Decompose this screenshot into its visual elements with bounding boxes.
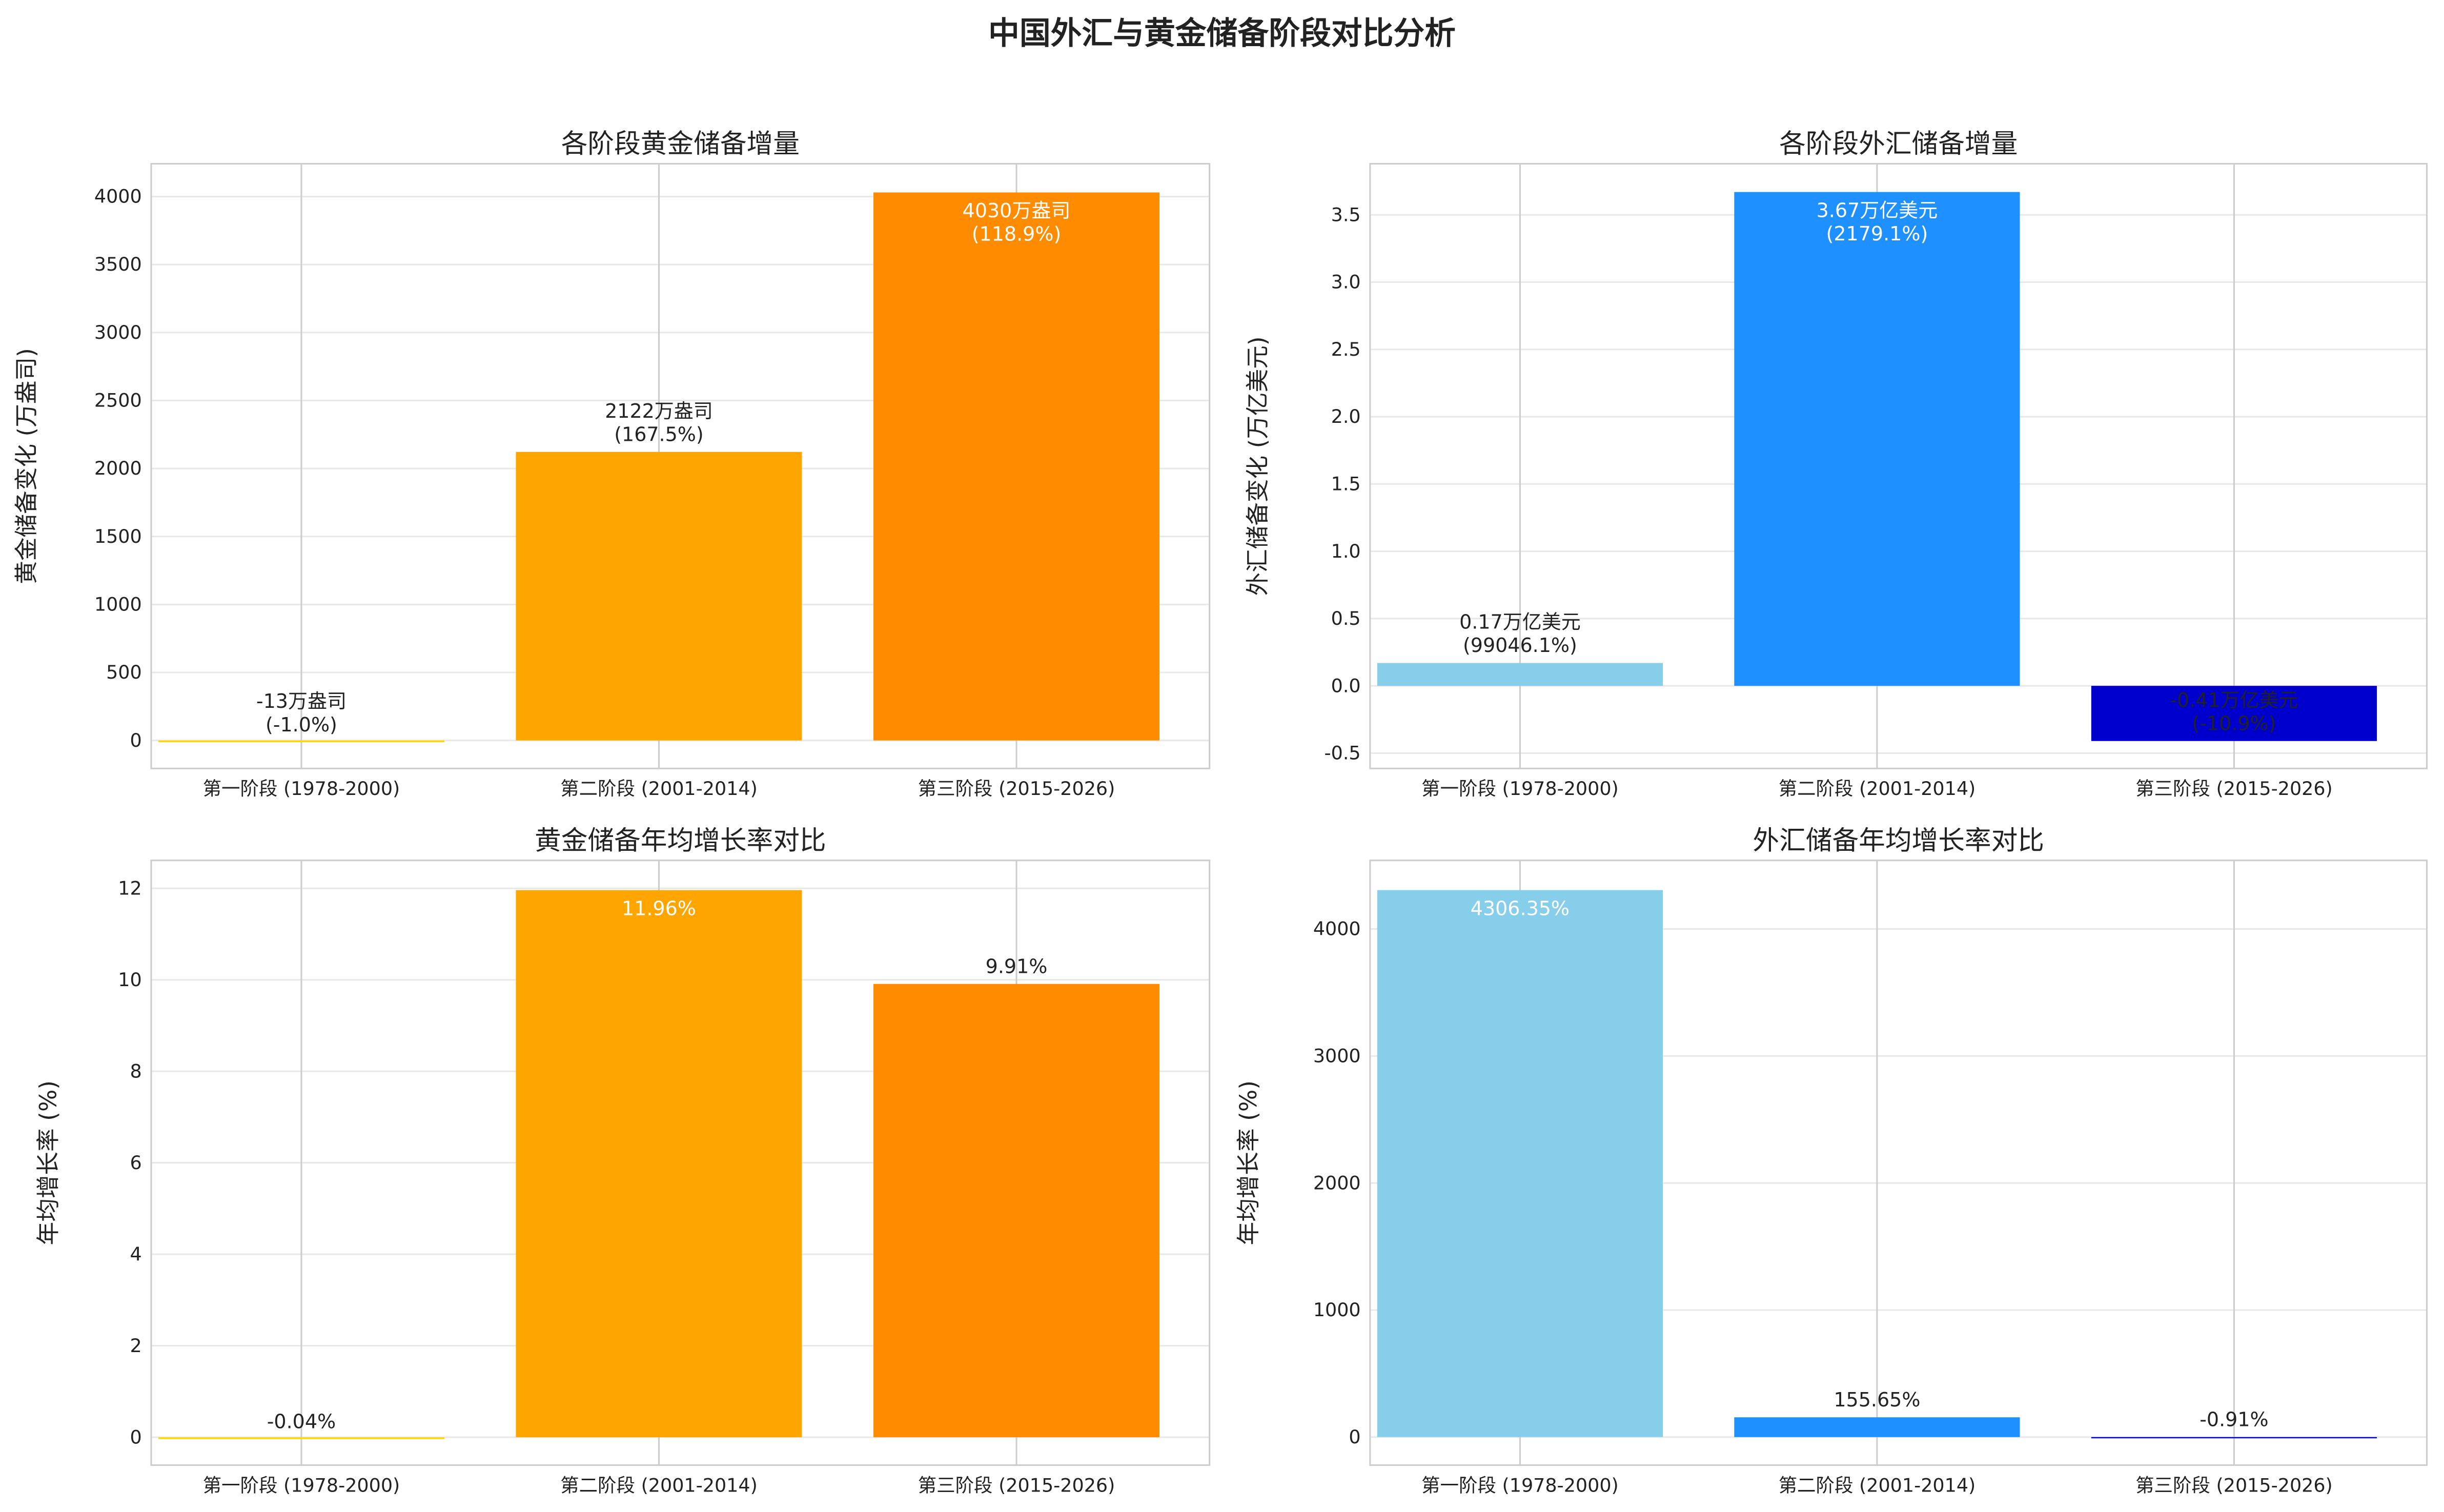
bar	[516, 890, 802, 1438]
y-tick-label: 1000	[94, 594, 142, 616]
data-label: 2122万盎司	[605, 400, 713, 422]
y-tick-label: 0.0	[1331, 675, 1361, 697]
subplot-3: 0 2 4 6 8 10 12 第一阶段 (1978-2000) 第二阶段 (2001-2014…	[34, 825, 1211, 1496]
bar	[516, 452, 802, 741]
data-label: (99046.1%)	[1463, 634, 1577, 657]
data-label: (-1.0%)	[266, 713, 337, 736]
y-tick-label: 10	[118, 969, 141, 991]
y-tick-label: 0	[130, 729, 142, 751]
y-tick-label: 1000	[1313, 1299, 1361, 1321]
y-tick-label: 8	[130, 1060, 142, 1082]
subplot-title: 各阶段外汇储备增量	[1779, 129, 2018, 159]
y-tick-label: 2000	[94, 457, 142, 479]
y-axis-label: 年均增长率 (%)	[1235, 1080, 1262, 1245]
bar	[873, 984, 1160, 1438]
data-label: 3.67万亿美元	[1817, 199, 1938, 221]
bar	[158, 740, 444, 743]
y-tick-label: 3000	[1313, 1045, 1361, 1067]
bar	[1377, 890, 1663, 1437]
y-tick-label: 0.5	[1331, 607, 1361, 629]
bar	[2091, 1437, 2377, 1439]
y-tick-label: 0	[130, 1426, 142, 1448]
y-tick-label: 6	[130, 1152, 142, 1174]
y-tick-label: 3.0	[1331, 271, 1361, 293]
y-tick-label: 3.5	[1331, 203, 1361, 226]
axes-frame	[150, 860, 1211, 1466]
x-tick-label: 第三阶段 (2015-2026)	[918, 1474, 1115, 1496]
y-tick-label: 2500	[94, 390, 142, 412]
axes-frame	[1369, 162, 2428, 769]
data-label: (167.5%)	[614, 423, 704, 445]
y-axis-label: 黄金储备变化 (万盎司)	[13, 348, 40, 584]
y-tick-label: 3000	[94, 321, 142, 343]
y-axis-label: 年均增长率 (%)	[34, 1080, 62, 1245]
data-label: -0.41万亿美元	[2170, 689, 2298, 711]
bar	[1734, 192, 2020, 686]
y-tick-label: 1.0	[1331, 540, 1361, 562]
y-tick-label: 4	[130, 1243, 142, 1265]
subplot-title: 各阶段黄金储备增量	[561, 129, 800, 159]
x-tick-label: 第二阶段 (2001-2014)	[1779, 1474, 1976, 1496]
bar	[2091, 686, 2377, 741]
y-tick-label: 2000	[1313, 1172, 1361, 1194]
y-tick-label: 2.0	[1331, 405, 1361, 427]
subplot-2: -0.5 0.0 0.5 1.0 1.5 2.0 2.5 3.0 3.5 第一阶段 (1978-2…	[1244, 129, 2428, 800]
y-tick-label: 4000	[94, 186, 142, 208]
y-tick-label: -0.5	[1324, 742, 1360, 764]
data-label: 0.17万亿美元	[1459, 611, 1581, 634]
x-tick-label: 第三阶段 (2015-2026)	[918, 778, 1115, 800]
y-tick-label: 2.5	[1331, 338, 1361, 360]
x-tick-label: 第二阶段 (2001-2014)	[560, 778, 758, 800]
data-label: 9.91%	[986, 955, 1048, 977]
y-tick-label: 0	[1349, 1426, 1360, 1448]
bar	[1377, 663, 1663, 686]
x-tick-label: 第一阶段 (1978-2000)	[203, 1474, 400, 1496]
y-tick-label: 500	[106, 661, 142, 683]
bar	[1734, 1417, 2020, 1437]
data-label: 4306.35%	[1471, 897, 1570, 920]
data-label: -13万盎司	[256, 690, 347, 712]
data-label: (-10.9%)	[2192, 712, 2276, 734]
y-tick-label: 1500	[94, 525, 142, 547]
subplot-4: 0 1000 2000 3000 4000 第一阶段 (1978-2000) 第二阶段 (2…	[1235, 825, 2428, 1496]
y-tick-label: 1.5	[1331, 473, 1361, 495]
axes-frame	[1369, 860, 2428, 1466]
y-axis-label: 外汇储备变化 (万亿美元)	[1244, 336, 1271, 596]
x-tick-label: 第二阶段 (2001-2014)	[560, 1474, 758, 1496]
y-tick-label: 4000	[1313, 918, 1361, 940]
subplot-1: 0 500 1000 1500 2000 2500 3000 3500 4000 第一阶段 (19…	[13, 129, 1211, 800]
subplot-title: 外汇储备年均增长率对比	[1753, 825, 2044, 856]
data-label: 11.96%	[622, 897, 696, 920]
bar	[873, 192, 1160, 741]
x-tick-label: 第三阶段 (2015-2026)	[2135, 778, 2333, 800]
x-tick-label: 第一阶段 (1978-2000)	[203, 778, 400, 800]
figure-title: 中国外汇与黄金储备阶段对比分析	[988, 15, 1456, 51]
y-tick-label: 2	[130, 1335, 142, 1357]
subplot-title: 黄金储备年均增长率对比	[535, 825, 826, 856]
data-label: (118.9%)	[972, 223, 1062, 246]
data-label: -0.91%	[2199, 1408, 2268, 1431]
data-label: -0.04%	[267, 1410, 336, 1433]
y-tick-label: 12	[118, 877, 141, 899]
data-label: (2179.1%)	[1826, 222, 1928, 245]
y-tick-label: 3500	[94, 253, 142, 275]
x-tick-label: 第二阶段 (2001-2014)	[1779, 778, 1976, 800]
x-tick-label: 第三阶段 (2015-2026)	[2135, 1474, 2333, 1496]
axes-frame	[150, 162, 1211, 769]
data-label: 155.65%	[1834, 1388, 1920, 1411]
data-label: 4030万盎司	[963, 199, 1071, 222]
bar	[158, 1437, 444, 1439]
x-tick-label: 第一阶段 (1978-2000)	[1421, 1474, 1619, 1496]
x-tick-label: 第一阶段 (1978-2000)	[1421, 778, 1619, 800]
